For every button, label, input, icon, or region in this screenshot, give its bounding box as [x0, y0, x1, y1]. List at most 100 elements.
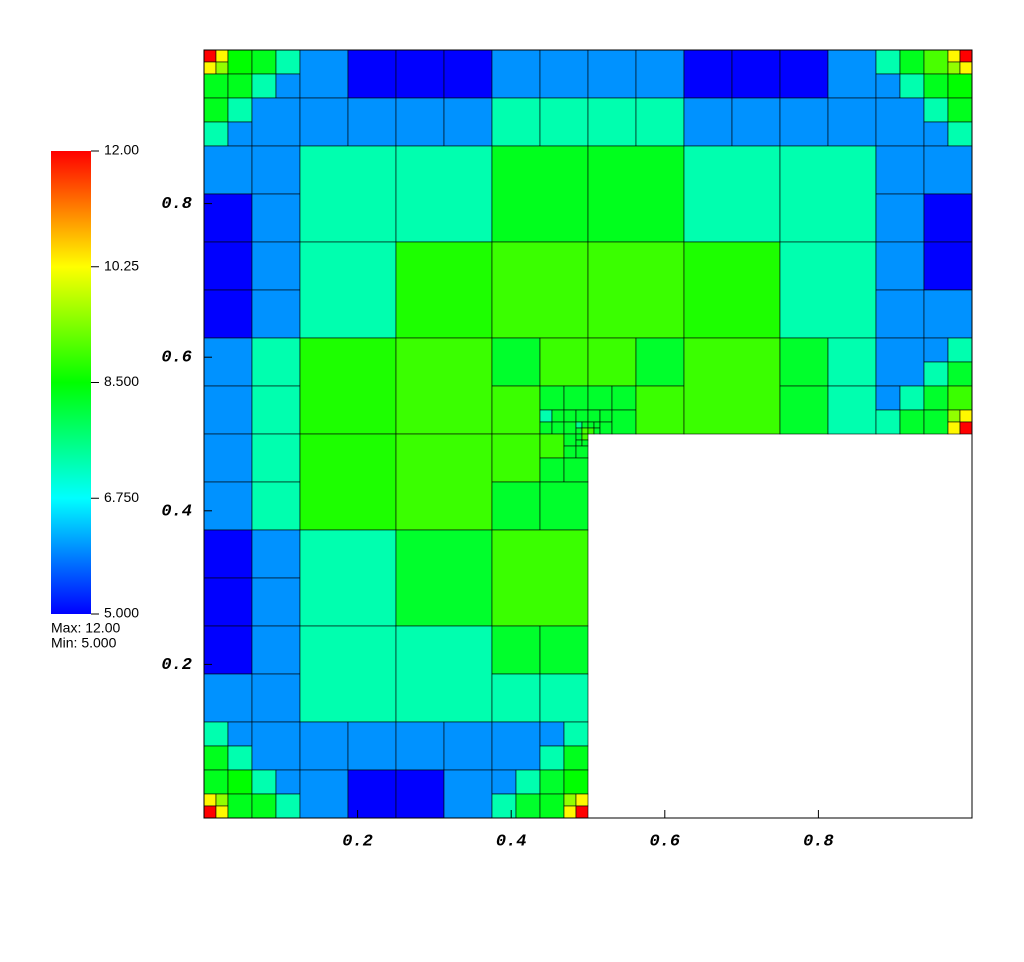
cell [347, 769, 397, 819]
cell [347, 97, 397, 147]
cell [947, 61, 961, 75]
cell [539, 337, 589, 387]
cell [575, 439, 583, 447]
cell [491, 97, 541, 147]
cell [779, 49, 829, 99]
cell [611, 385, 637, 411]
cell [563, 745, 589, 771]
cell [215, 49, 229, 63]
cell [251, 97, 301, 147]
cell [443, 721, 493, 771]
cell [203, 61, 217, 75]
cell [551, 409, 565, 423]
cell [491, 337, 541, 387]
y-tick-label: 0.4 [161, 502, 192, 521]
cell [875, 145, 925, 195]
cell [947, 97, 973, 123]
cell [395, 769, 445, 819]
cell [203, 577, 253, 627]
cell [395, 433, 493, 531]
cell [539, 421, 553, 435]
cell [227, 97, 253, 123]
cell [395, 337, 493, 435]
cell [203, 805, 217, 819]
cell [635, 385, 685, 435]
cell [251, 49, 277, 75]
cell [575, 427, 583, 435]
cell [251, 529, 301, 579]
cell [959, 421, 973, 435]
cell [923, 385, 949, 411]
cell [731, 49, 781, 99]
cell [275, 769, 301, 795]
cell [959, 409, 973, 423]
plot-frame [203, 49, 973, 819]
cell [581, 433, 589, 441]
cell [581, 427, 589, 435]
cell [563, 769, 589, 795]
cell [227, 769, 253, 795]
cell [203, 145, 253, 195]
cell [491, 721, 541, 771]
cell [539, 409, 553, 423]
cell [491, 145, 589, 243]
cell [587, 49, 637, 99]
cell [923, 241, 973, 291]
cell [251, 289, 301, 339]
cell [779, 241, 877, 339]
cell [203, 289, 253, 339]
cell [299, 721, 349, 771]
cell [779, 97, 829, 147]
cell [203, 73, 229, 99]
cell [443, 769, 493, 819]
cell [227, 793, 253, 819]
cell [587, 145, 685, 243]
cell [563, 793, 577, 807]
cell [251, 385, 301, 435]
cell [827, 49, 877, 99]
cell [491, 241, 589, 339]
cell [587, 409, 601, 423]
cell [827, 97, 877, 147]
cell [227, 745, 253, 771]
cell [299, 145, 397, 243]
cell [923, 97, 949, 123]
cell [299, 769, 349, 819]
cell [251, 433, 301, 483]
cell [395, 97, 445, 147]
cell [827, 337, 877, 387]
cell [539, 673, 589, 723]
cell [899, 73, 925, 99]
cell [899, 49, 925, 75]
cell [923, 289, 973, 339]
colorbar-tick-label: 10.25 [104, 257, 139, 273]
cell [299, 241, 397, 339]
cell [581, 439, 589, 447]
cell [551, 421, 565, 435]
cell [299, 97, 349, 147]
cell [779, 385, 829, 435]
cell [395, 721, 445, 771]
cell [491, 385, 541, 435]
cell [875, 385, 901, 411]
cell [299, 337, 397, 435]
cell [599, 409, 613, 423]
cell [587, 427, 595, 435]
cell [251, 481, 301, 531]
cell [347, 721, 397, 771]
cell [587, 241, 685, 339]
cell [947, 421, 961, 435]
cell [923, 361, 949, 387]
cell [563, 421, 577, 435]
cell [539, 433, 565, 459]
cell [491, 673, 541, 723]
cell [491, 625, 541, 675]
cell [539, 745, 565, 771]
cell [215, 793, 229, 807]
colorbar-tick-label: 5.000 [104, 605, 139, 621]
cell [899, 409, 925, 435]
cell [251, 193, 301, 243]
cell [581, 421, 589, 429]
cell [731, 97, 781, 147]
cell [203, 385, 253, 435]
